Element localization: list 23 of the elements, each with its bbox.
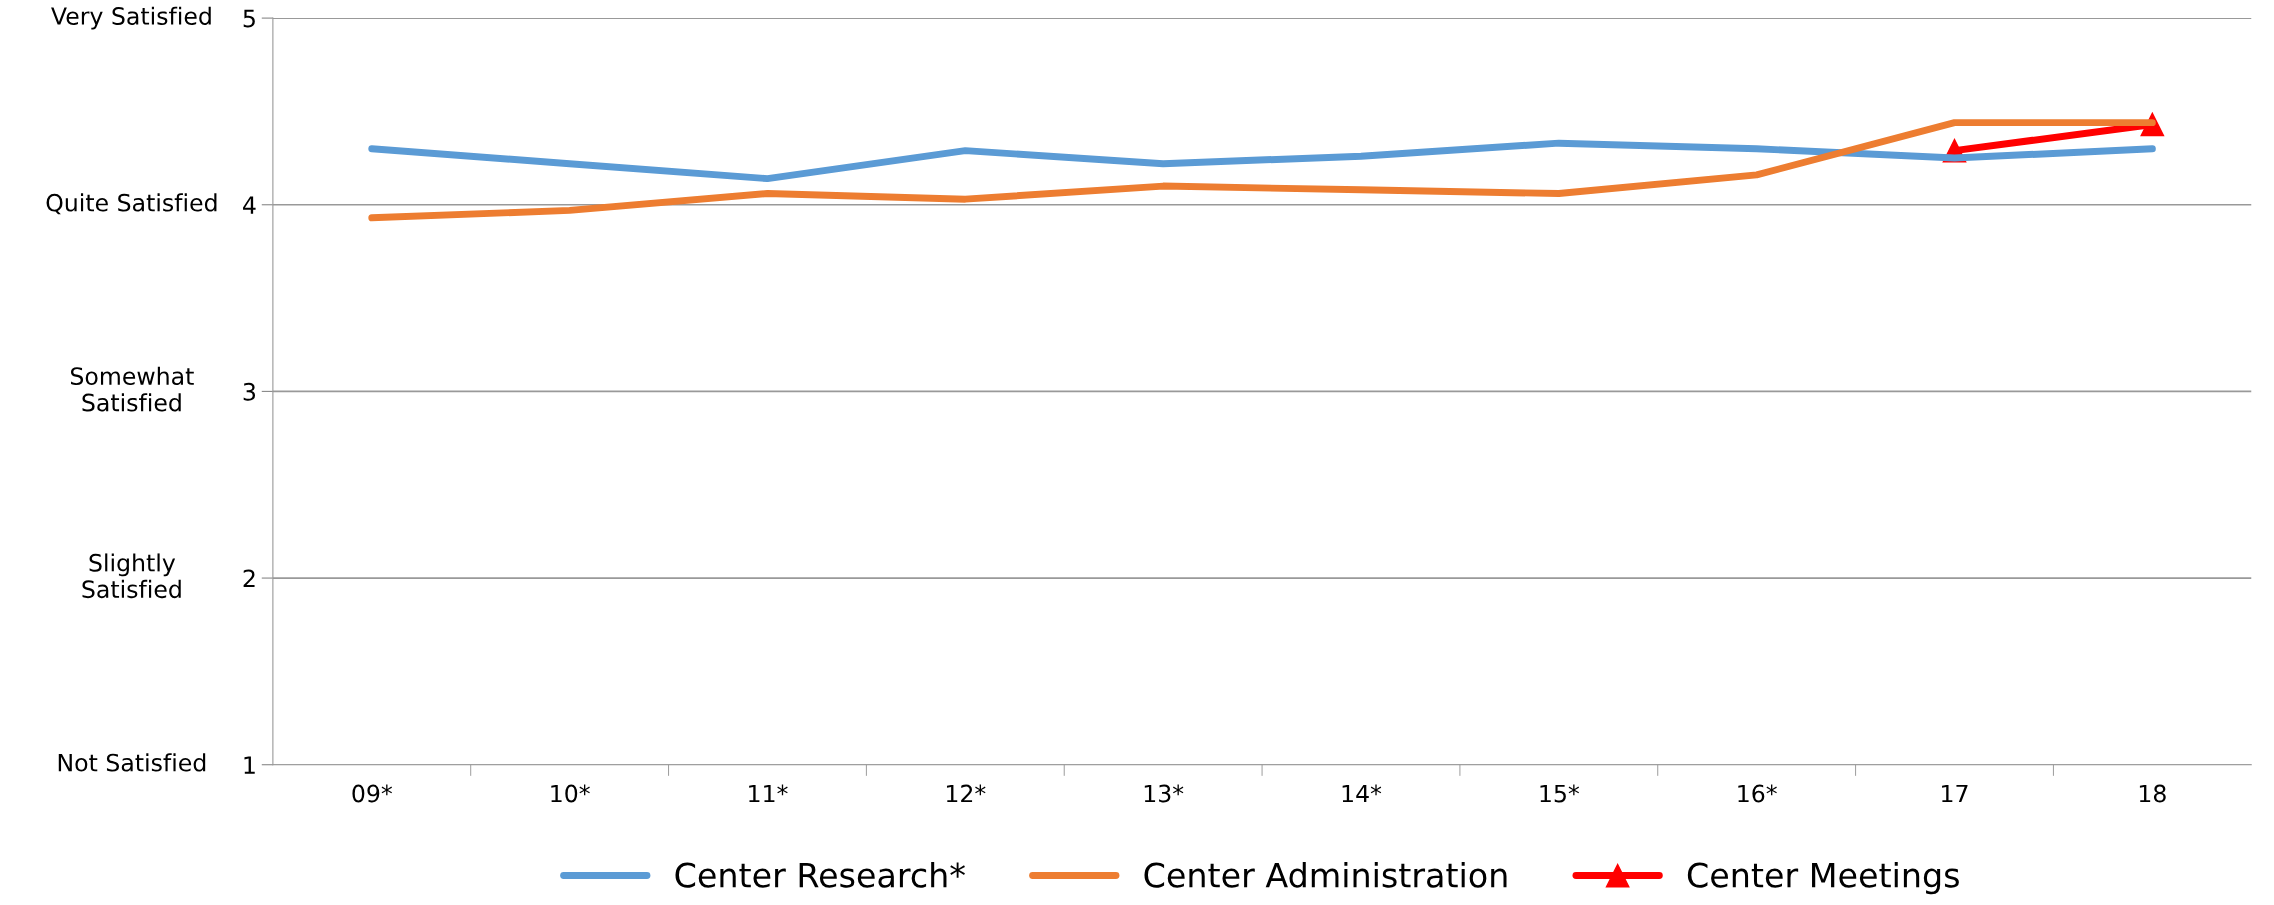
- y-tick-label: 4: [243, 196, 256, 214]
- x-tick-label: 17: [1942, 784, 1968, 803]
- x-tick-label: 16*: [1738, 784, 1777, 803]
- y-tick-label: 1: [244, 756, 255, 774]
- y-tick-label: 2: [243, 569, 255, 588]
- text: Slightly Satisfied: [82, 553, 181, 599]
- x-tick-label: 14*: [1342, 784, 1382, 803]
- x-tick-label: 13*: [1144, 784, 1184, 803]
- text: Very Satisfied: [51, 6, 211, 30]
- y-tick-label: 3: [243, 382, 256, 401]
- x-tick-label: 11*: [749, 784, 788, 803]
- x-tick-label: 09*: [352, 784, 393, 803]
- legend-label: Center Administration: [1144, 861, 1507, 888]
- x-tick-label: 18: [2139, 784, 2166, 803]
- x-tick-label: 15*: [1540, 784, 1580, 803]
- x-tick-label: 12*: [946, 784, 986, 803]
- legend-label: Center Meetings: [1687, 861, 1959, 895]
- text: Not Satisfied: [58, 753, 206, 772]
- y-tick-label: 5: [243, 9, 255, 28]
- text: Somewhat Satisfied: [70, 366, 194, 412]
- text: Quite Satisfied: [46, 193, 217, 215]
- legend-label: Center Research*: [675, 861, 965, 888]
- x-tick-label: 10*: [551, 784, 590, 803]
